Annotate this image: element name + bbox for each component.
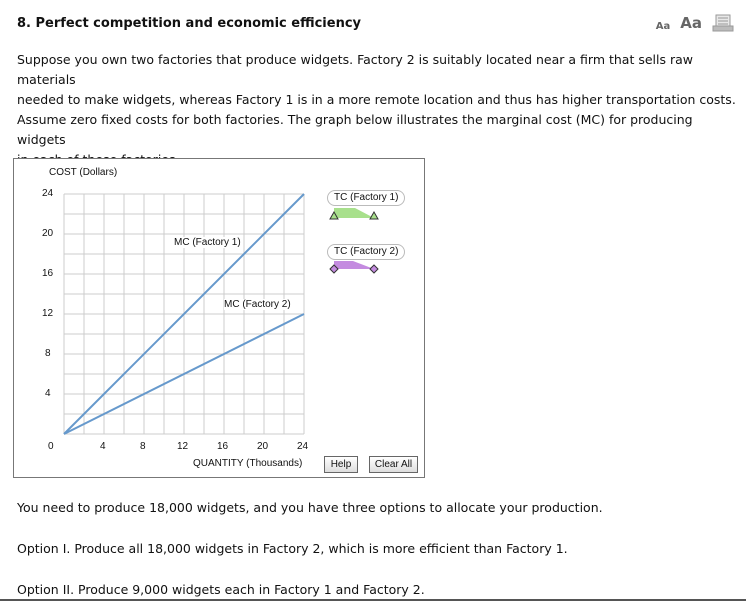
y-tick: 20	[42, 228, 54, 239]
option-1-text: Option I. Produce all 18,000 widgets in …	[17, 541, 568, 556]
decrease-font-button[interactable]: Aa	[655, 20, 671, 32]
triangle-icon	[329, 210, 339, 220]
y-tick: 24	[42, 188, 54, 199]
x-origin-tick: 0	[48, 441, 54, 452]
mc-factory-2-label: MC (Factory 2)	[224, 299, 291, 310]
clear-all-button[interactable]: Clear All	[369, 456, 418, 473]
tc-factory-2-legend: TC (Factory 2)	[327, 244, 406, 260]
x-tick: 8	[140, 441, 146, 452]
tc-factory-1-legend: TC (Factory 1)	[327, 190, 406, 206]
y-tick: 12	[42, 308, 54, 319]
triangle-icon	[369, 210, 379, 220]
divider	[0, 599, 746, 601]
mc-factory-1-line	[63, 193, 305, 435]
intro-line: Assume zero fixed costs for both factori…	[17, 112, 693, 147]
option-2-text: Option II. Produce 9,000 widgets each in…	[17, 582, 425, 597]
tc-factory-2-tool[interactable]	[327, 258, 387, 278]
x-tick: 24	[297, 441, 309, 452]
y-tick: 16	[42, 268, 54, 279]
tc-factory-1-swatch	[334, 208, 374, 218]
question-title: 8. Perfect competition and economic effi…	[17, 16, 362, 31]
diamond-icon	[329, 264, 339, 274]
intro-text: Suppose you own two factories that produ…	[17, 50, 737, 170]
increase-font-button[interactable]: Aa	[680, 14, 702, 32]
x-tick: 12	[177, 441, 189, 452]
tc-factory-1-tool[interactable]	[327, 204, 387, 222]
intro-line: needed to make widgets, whereas Factory …	[17, 92, 736, 107]
help-button[interactable]: Help	[324, 456, 358, 473]
mc-factory-1-label: MC (Factory 1)	[174, 237, 241, 248]
tc-factory-2-swatch	[334, 261, 374, 269]
x-tick: 16	[217, 441, 229, 452]
x-axis-title: QUANTITY (Thousands)	[193, 458, 303, 469]
graph-tool[interactable]: COST (Dollars) 24 20 16 12 8 4 0 4 8 12 …	[13, 158, 425, 478]
mc-chart[interactable]	[14, 159, 424, 477]
task-paragraph: You need to produce 18,000 widgets, and …	[17, 500, 603, 515]
intro-line: Suppose you own two factories that produ…	[17, 52, 693, 87]
x-tick: 20	[257, 441, 269, 452]
y-tick: 4	[45, 388, 51, 399]
y-tick: 8	[45, 348, 51, 359]
mc-factory-2-line	[63, 313, 305, 435]
diamond-icon	[369, 264, 379, 274]
y-axis-title: COST (Dollars)	[49, 167, 118, 178]
print-icon[interactable]	[712, 14, 734, 32]
toolbar: Aa Aa	[656, 14, 734, 32]
x-tick: 4	[100, 441, 106, 452]
